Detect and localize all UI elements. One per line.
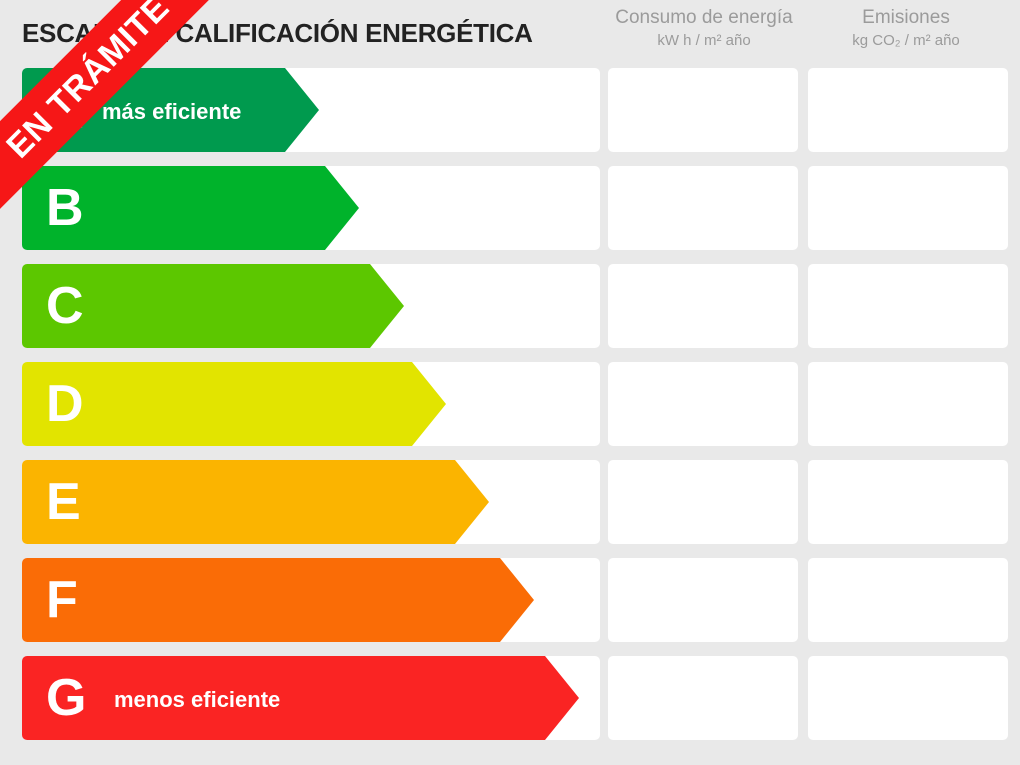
- rating-letter-f: F: [46, 571, 78, 629]
- rating-row: B: [0, 166, 1020, 250]
- emisiones-value-box: [808, 166, 1008, 250]
- rating-letter-b: B: [46, 179, 84, 237]
- emisiones-value-box: [808, 362, 1008, 446]
- emisiones-value: [808, 166, 1008, 250]
- consumo-value: [608, 558, 798, 642]
- rating-bar-body: [22, 362, 412, 446]
- consumo-value-box: [608, 264, 798, 348]
- consumo-value-box: [608, 656, 798, 740]
- rating-bar-body: [22, 656, 545, 740]
- column-header-consumo-label: Consumo de energía: [615, 7, 793, 28]
- rating-bar-arrow-tip: [285, 68, 319, 152]
- rating-row: C: [0, 264, 1020, 348]
- emisiones-value-box: [808, 460, 1008, 544]
- rating-bar-arrow-tip: [545, 656, 579, 740]
- rating-bar-arrow-tip: [500, 558, 534, 642]
- consumo-value-box: [608, 362, 798, 446]
- rating-bar-body: [22, 558, 500, 642]
- consumo-value: [608, 460, 798, 544]
- rating-letter-g: G: [46, 669, 87, 727]
- emisiones-value: [808, 362, 1008, 446]
- rating-bar-body: [22, 166, 325, 250]
- emisiones-value-box: [808, 558, 1008, 642]
- rating-letter-c: C: [46, 277, 84, 335]
- rating-bar-arrow-tip: [455, 460, 489, 544]
- emisiones-value: [808, 68, 1008, 152]
- rating-letter-e: E: [46, 473, 81, 531]
- column-header-consumo: Consumo de energía kW h / m² año: [604, 6, 804, 52]
- consumo-value-box: [608, 558, 798, 642]
- rating-bar-arrow-tip: [412, 362, 446, 446]
- consumo-value-box: [608, 166, 798, 250]
- most-efficient-note: más eficiente: [102, 99, 242, 124]
- emisiones-value-box: [808, 68, 1008, 152]
- emisiones-value: [808, 264, 1008, 348]
- least-efficient-note: menos eficiente: [114, 687, 281, 712]
- rating-bar-body: [22, 264, 370, 348]
- rating-row: E: [0, 460, 1020, 544]
- emisiones-value: [808, 656, 1008, 740]
- column-header-emisiones-label: Emisiones: [862, 7, 950, 28]
- rating-bar-body: [22, 460, 455, 544]
- consumo-value-box: [608, 68, 798, 152]
- rating-letter-d: D: [46, 375, 84, 433]
- emisiones-value: [808, 558, 1008, 642]
- consumo-value: [608, 264, 798, 348]
- rating-row: F: [0, 558, 1020, 642]
- column-header-emisiones: Emisiones kg CO₂ / m² año: [806, 6, 1006, 52]
- emisiones-value-box: [808, 264, 1008, 348]
- consumo-value-box: [608, 460, 798, 544]
- rating-bar-arrow-tip: [325, 166, 359, 250]
- rating-row: Amás eficiente: [0, 68, 1020, 152]
- consumo-value: [608, 362, 798, 446]
- consumo-value: [608, 68, 798, 152]
- rating-bar-arrow-tip: [370, 264, 404, 348]
- consumo-value: [608, 656, 798, 740]
- emisiones-value-box: [808, 656, 1008, 740]
- column-header-emisiones-unit: kg CO₂ / m² año: [852, 32, 960, 49]
- column-header-consumo-unit: kW h / m² año: [657, 32, 751, 49]
- emisiones-value: [808, 460, 1008, 544]
- consumo-value: [608, 166, 798, 250]
- rating-row: D: [0, 362, 1020, 446]
